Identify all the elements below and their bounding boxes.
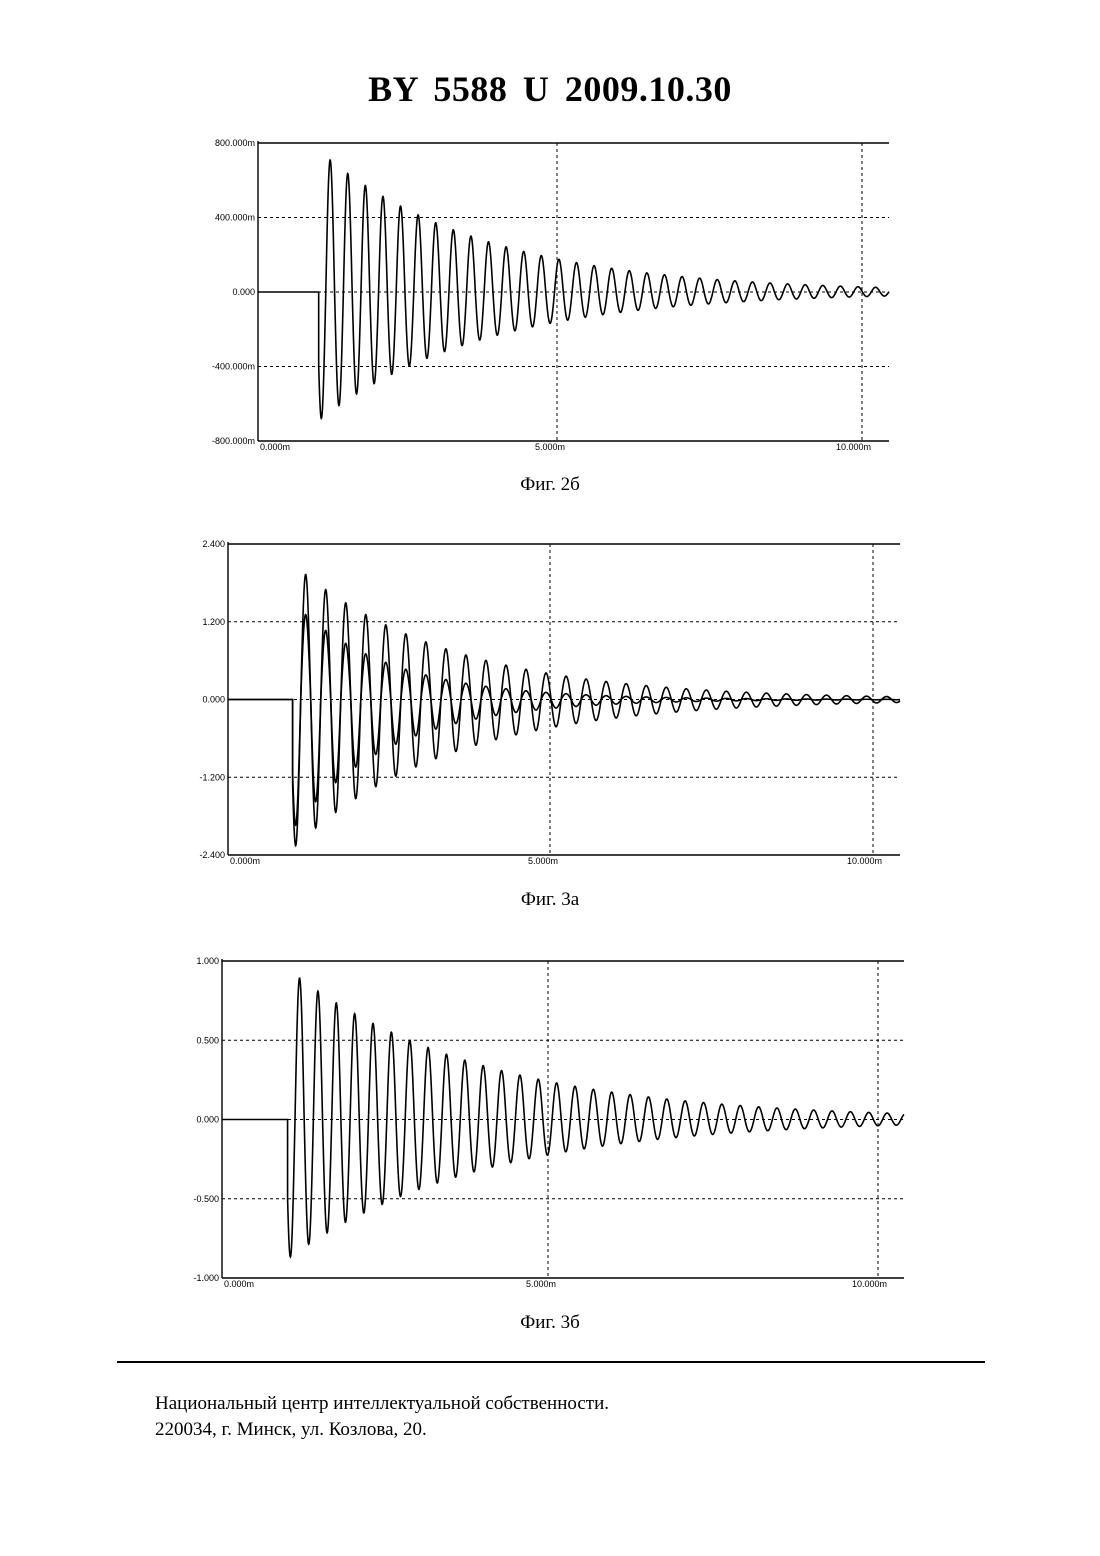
fig2b-x-tick-label: 5.000m [535,442,565,452]
fig3a-chart: 2.400 1.200 0.000 -1.200 -2.400 0.000m 5.000m 1… [199,539,900,866]
fig3b-chart: 1.000 0.500 0.000 -0.500 -1.000 0.000m 5.000m 1… [193,956,904,1289]
footer: Национальный центр интеллектуальной собс… [155,1391,609,1443]
fig3a-x-tick-label: 0.000m [230,856,260,866]
fig3b-y-tick-label: -1.000 [193,1273,219,1283]
fig3b-x-tick-label: 10.000m [852,1279,887,1289]
fig3a-y-tick-label: -1.200 [199,772,225,782]
fig2b-y-tick-label: -800.000m [212,436,255,446]
fig3b-y-tick-label: -0.500 [193,1194,219,1204]
fig2b-y-tick-label: -400.000m [212,362,255,372]
fig2b-series-0 [258,160,889,418]
fig2b-x-tick-label: 10.000m [836,442,871,452]
fig3a-y-tick-label: 1.200 [202,617,225,627]
fig3a-x-tick-label: 5.000m [528,856,558,866]
fig3b-y-tick-label: 0.500 [196,1035,219,1045]
fig2b-y-tick-label: 0.000 [232,287,255,297]
fig3a-y-tick-label: -2.400 [199,850,225,860]
footer-address: 220034, г. Минск, ул. Козлова, 20. [155,1417,609,1443]
footer-divider [117,1361,985,1363]
fig3a-y-tick-label: 2.400 [202,539,225,549]
fig3a-series-0 [228,575,900,846]
fig2b-y-tick-label: 400.000m [215,213,255,223]
footer-organization: Национальный центр интеллектуальной собс… [155,1391,609,1417]
fig2b-x-tick-label: 0.000m [260,442,290,452]
fig3b-y-tick-label: 1.000 [196,956,219,966]
fig3b-series-0 [222,978,904,1257]
fig2b-y-tick-label: 800.000m [215,138,255,148]
fig3a-x-tick-label: 10.000m [847,856,882,866]
fig3b-x-tick-label: 0.000m [224,1279,254,1289]
fig2b-chart: 800.000m 400.000m 0.000 -400.000m -800.000m 0… [212,138,889,452]
fig3b-y-tick-label: 0.000 [196,1115,219,1125]
fig3b-x-tick-label: 5.000m [526,1279,556,1289]
fig3a-y-tick-label: 0.000 [202,695,225,705]
